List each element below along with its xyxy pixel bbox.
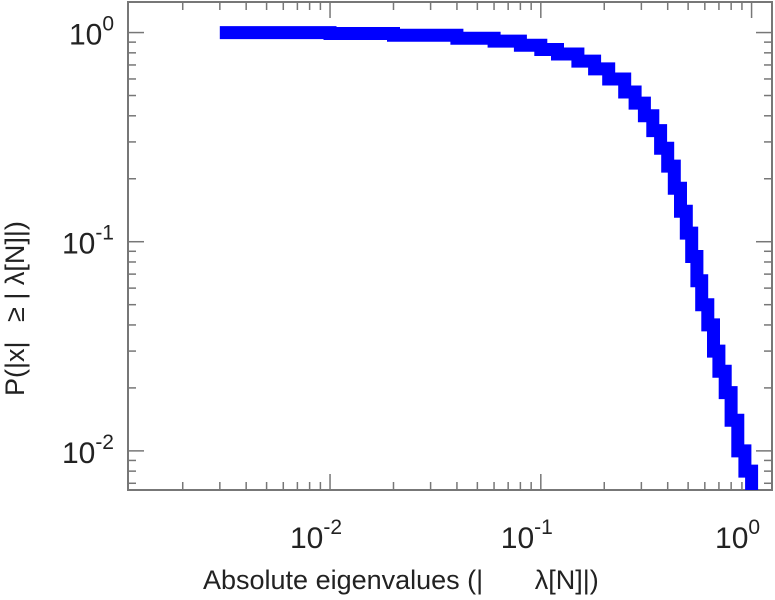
y-axis-label: P(|x| ≥ | λ[N]|) <box>0 221 30 396</box>
major-ticks <box>128 2 772 490</box>
y-tick-label: 10-1 <box>62 222 114 261</box>
x-axis-label-part-2: λ[N]|) <box>535 565 599 595</box>
x-tick-label: 10-2 <box>290 516 342 555</box>
plot-frame <box>127 1 773 491</box>
x-tick-label: 100 <box>715 516 760 555</box>
y-axis-label-part-1: P(|x| <box>0 341 30 396</box>
series-line <box>219 26 759 490</box>
x-axis-label: Absolute eigenvalues (| λ[N]|) <box>203 565 599 595</box>
y-tick-labels: 100 10-1 10-2 <box>62 13 114 470</box>
x-axis-label-part-1: Absolute eigenvalues (| <box>203 565 483 595</box>
y-tick-label: 100 <box>69 13 114 52</box>
y-tick-label: 10-2 <box>62 431 114 470</box>
y-axis-label-part-3: λ[N]|) <box>0 221 30 285</box>
x-tick-labels: 10-2 10-1 100 <box>290 516 760 555</box>
minor-ticks <box>128 2 772 490</box>
series-layer <box>219 26 759 490</box>
y-axis-label-part-2: ≥ | <box>0 293 30 322</box>
x-tick-label: 10-1 <box>501 516 553 555</box>
